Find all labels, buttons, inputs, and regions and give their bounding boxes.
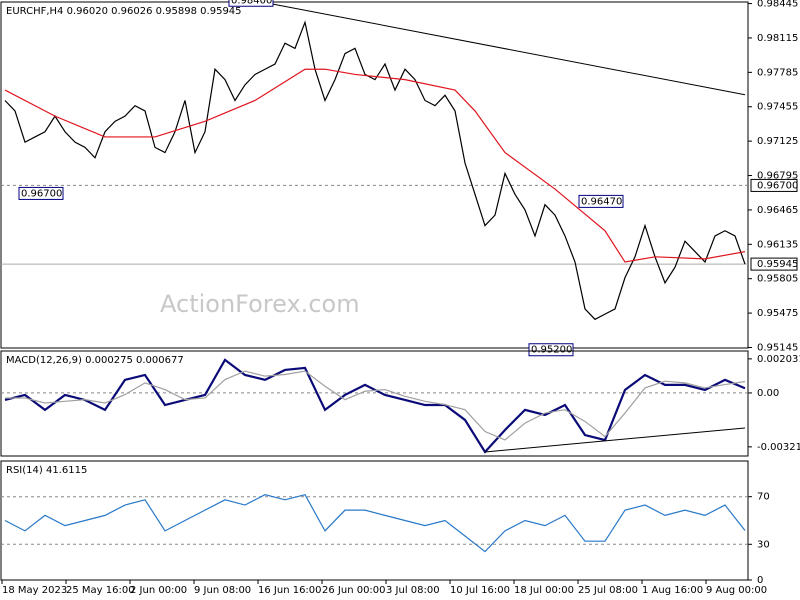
y-tick-label: 0.95805 [757,274,798,285]
y-tick-label: 0 [757,575,763,586]
x-tick-label: 2 Jun 00:00 [130,585,187,596]
x-tick-label: 18 Jul 00:00 [514,585,574,596]
annotation-box [18,186,64,200]
x-tick-label: 16 Jun 16:00 [258,585,322,596]
y-tick-label: 0.95145 [757,342,798,353]
y-tick-label: 0.96135 [757,239,798,250]
y-tick-label: 30 [757,539,770,550]
level-box [750,257,798,271]
y-tick-label: 0.97125 [757,136,798,147]
y-tick-label: 0.98445 [757,0,798,10]
y-tick-label: 0.96465 [757,205,798,216]
series-line [4,493,746,553]
x-tick-label: 9 Aug 00:00 [706,585,767,596]
x-tick-label: 26 Jun 00:00 [322,585,386,596]
panel-title: RSI(14) 41.6115 [6,465,87,476]
x-tick-label: 18 May 2023 [2,585,67,596]
level-label: 0.95945 [757,259,798,270]
trend-line [248,0,746,96]
y-tick-label: 0.002031 [757,354,800,365]
y-tick-label: 0.96795 [757,171,798,182]
y-tick-label: 0.97455 [757,102,798,113]
panel-title: MACD(12,26,9) 0.000275 0.000677 [6,355,184,366]
watermark: ActionForex.com [160,290,360,318]
x-tick-label: 1 Aug 16:00 [642,585,703,596]
level-box [750,178,798,192]
level-label: 0.96700 [757,180,798,191]
series-line [5,370,746,441]
y-tick-label: -0.003214 [757,442,800,453]
series-line [4,68,746,263]
x-tick-label: 3 Jul 08:00 [386,585,440,596]
x-tick-label: 10 Jul 16:00 [450,585,510,596]
y-tick-label: 0.98115 [757,33,798,44]
panel-frame [0,460,749,581]
x-tick-label: 25 May 16:00 [66,585,135,596]
panel-frame [0,350,749,457]
x-tick-label: 9 Jun 08:00 [194,585,251,596]
annotation-box [228,0,274,7]
annotation-label: 0.96700 [21,188,62,199]
annotation-label: 0.95200 [531,345,572,356]
trend-line [484,427,746,453]
annotation-box [528,343,574,357]
y-tick-label: 0.97785 [757,67,798,78]
y-tick-label: 0.00 [757,388,779,399]
annotation-label: 0.96470 [581,196,622,207]
x-tick-label: 25 Jul 08:00 [578,585,638,596]
y-tick-label: 0.95475 [757,308,798,319]
annotation-label: 0.98400 [231,0,272,6]
y-tick-label: 70 [757,492,770,503]
panel-title: EURCHF,H4 0.96020 0.96026 0.95898 0.9594… [6,6,242,17]
annotation-box [578,194,624,208]
series-line [4,20,746,321]
panel-frame [0,1,749,349]
